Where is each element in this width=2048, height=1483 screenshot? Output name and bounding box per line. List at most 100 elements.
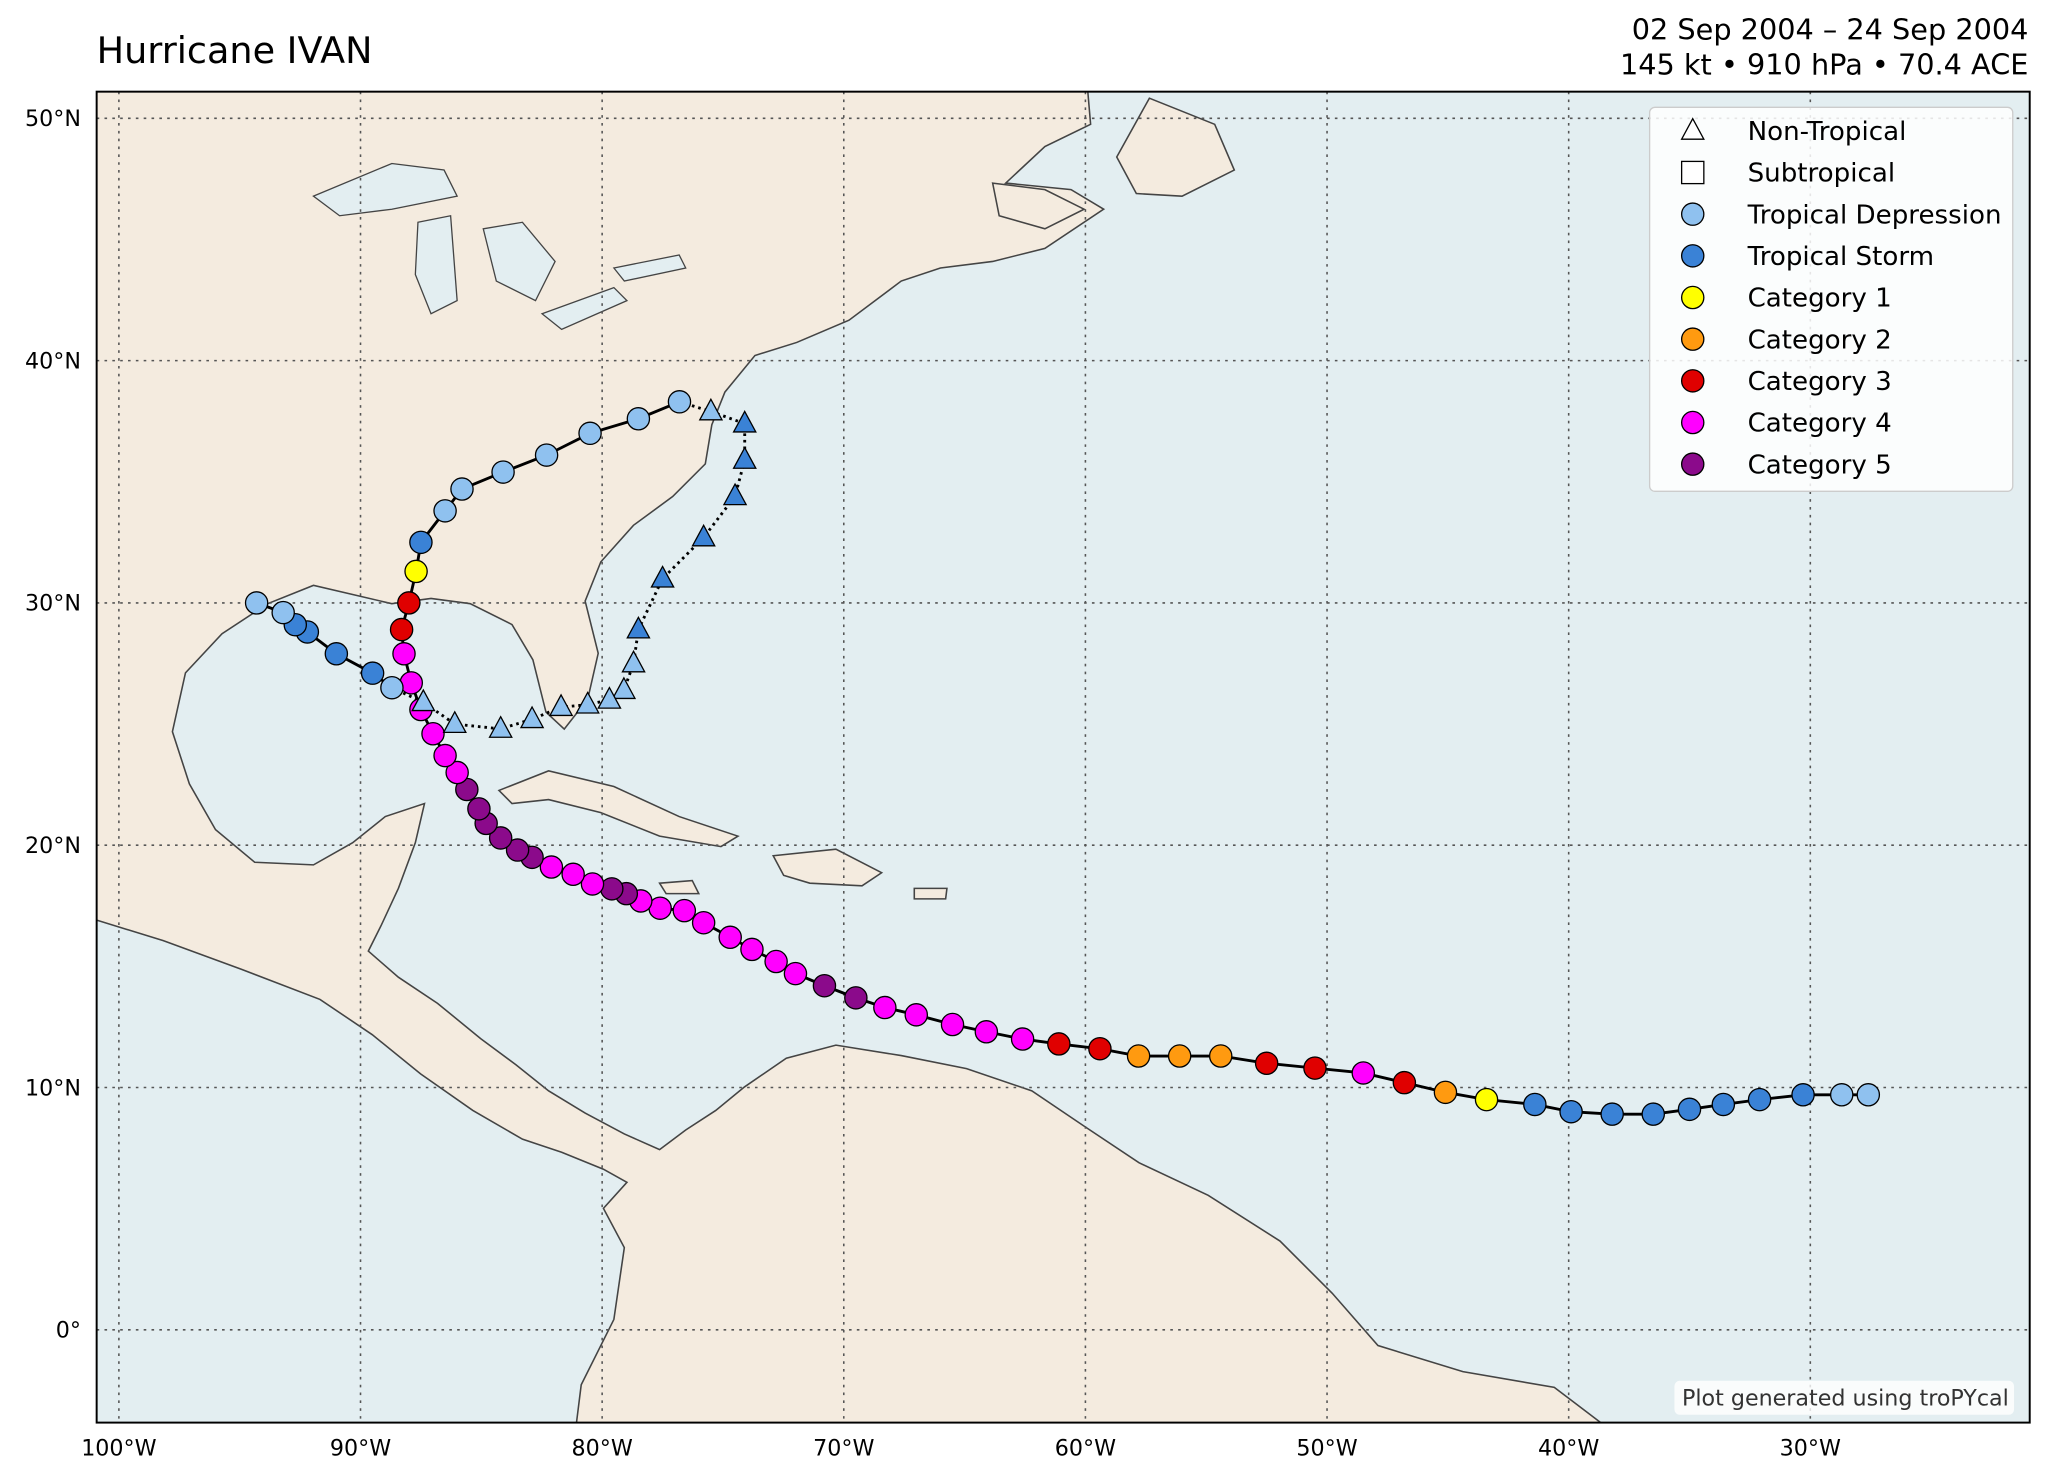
track-point [1088,1036,1112,1061]
track-point [1829,1083,1854,1107]
track-point [1856,1083,1881,1107]
track-point [578,421,602,446]
track-point [672,898,697,923]
track-point [1208,1044,1233,1068]
track-point [904,1003,929,1027]
y-tick-label: 30°N [25,591,81,617]
legend: Non-Tropical Subtropical Tropical Depressi… [1648,106,2014,492]
x-tick-label: 60°W [1055,1435,1116,1461]
frame [95,90,2031,1424]
track-point [783,961,808,986]
track-line [422,410,747,731]
legend-marker [1680,327,1705,351]
credit-box [1674,1380,2015,1415]
legend-marker [1680,244,1705,268]
y-tick-label: 10°N [25,1075,81,1101]
legend-label: Category 3 [1748,367,1892,397]
track-point [433,499,457,523]
track-point [548,693,574,717]
track-point [691,910,716,935]
track-point [575,691,600,714]
track-point [324,642,349,666]
legend-marker [1680,117,1705,140]
track-point [488,715,513,738]
track-point [812,973,837,998]
track-point [1167,1044,1192,1068]
track-point [409,530,433,555]
track-point [1254,1051,1279,1076]
track-point [360,661,385,685]
track-point [626,615,651,639]
track-point [450,477,474,501]
track-point [1126,1044,1151,1068]
track-point [488,826,513,850]
track-point [722,482,748,506]
track-point [411,688,436,712]
track-point [1523,1092,1547,1117]
legend-marker [1680,452,1705,476]
track-point [667,390,692,414]
track-point [740,937,764,962]
track-point [433,743,457,768]
puerto-rico [913,887,948,900]
title: Hurricane IVAN [97,29,373,72]
track-point [1747,1087,1772,1112]
track-point [244,591,269,615]
track-point [1433,1080,1458,1105]
track-point [1641,1102,1666,1126]
jamaica [658,879,701,895]
track-point [271,600,295,625]
track-point [611,676,637,700]
land-layer [96,91,1602,1423]
y-tick-label: 20°N [25,833,81,859]
track-point [873,995,897,1020]
y-tick-label: 40°N [25,348,81,374]
track-point [1559,1099,1583,1124]
track-point [397,591,421,615]
track-point [1600,1102,1624,1126]
legend-label: Subtropical [1748,159,1896,189]
track-point [1474,1087,1499,1112]
track-point [1303,1056,1327,1080]
legend-marker [1680,202,1705,226]
legend-label: Category 4 [1748,409,1892,439]
cuba [497,770,740,848]
legend-marker [1680,285,1705,310]
track-point [597,686,622,709]
track-point [650,565,675,588]
legend-marker [1680,160,1705,185]
track-point [392,642,416,666]
track-point [380,675,404,700]
track-point [1392,1070,1417,1095]
x-tick-label: 40°W [1538,1435,1599,1461]
track-point [621,649,646,673]
track-point [718,925,742,950]
track-point [626,407,651,431]
track-point [764,949,788,974]
track-point [691,523,716,547]
track-point [580,872,605,896]
track-point [698,397,724,421]
track-point [1791,1083,1815,1107]
track-point [445,760,469,785]
track-point [389,617,414,642]
track-point [399,671,424,695]
track-point [974,1020,999,1044]
great-lakes [312,162,687,331]
x-tick-label: 100°W [81,1435,156,1461]
legend-label: Tropical Storm [1747,242,1934,272]
track-point [600,877,624,901]
track-point [491,460,515,484]
track-point [505,838,530,862]
track-point [467,797,491,821]
legend-box [1648,106,2014,492]
x-tick-label: 70°W [813,1435,874,1461]
legend-label: Tropical Depression [1747,200,2002,230]
track-point [844,986,868,1010]
legend-label: Category 2 [1748,325,1892,355]
y-tick-label: 50°N [25,106,81,132]
subtitle: 145 kt • 910 hPa • 70.4 ACE [1620,48,2028,82]
y-tick-label: 0° [56,1318,81,1344]
legend-label: Non-Tropical [1748,117,1907,147]
